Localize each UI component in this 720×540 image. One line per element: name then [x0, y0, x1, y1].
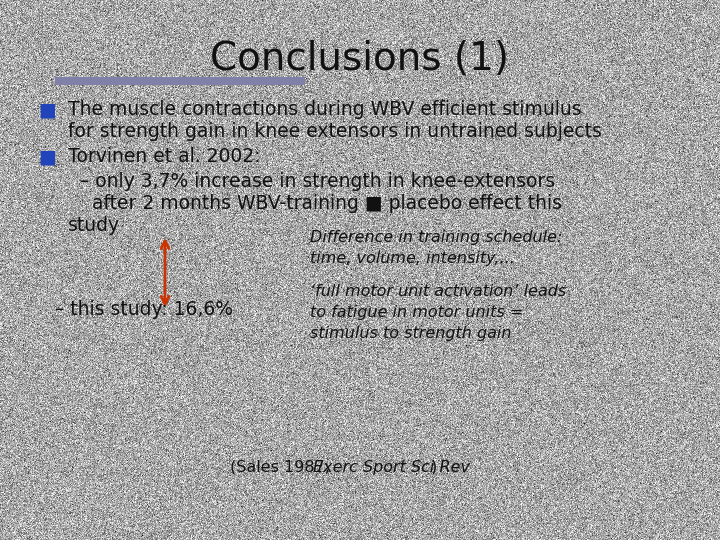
Text: (Sales 1987,: (Sales 1987, [230, 460, 335, 475]
Text: for strength gain in knee extensors in untrained subjects: for strength gain in knee extensors in u… [68, 122, 602, 141]
Text: after 2 months WBV-training ■ placebo effect this: after 2 months WBV-training ■ placebo ef… [68, 194, 562, 213]
Text: ■: ■ [38, 147, 55, 166]
Bar [55, 77, 305, 85]
Text: The muscle contractions during WBV efficient stimulus: The muscle contractions during WBV effic… [68, 100, 582, 119]
Text: – this study: 16,6%: – this study: 16,6% [55, 300, 233, 319]
Text: Difference in training schedule:
time, volume, intensity,...: Difference in training schedule: time, v… [310, 230, 562, 266]
Text: Exerc Sport Sci Rev: Exerc Sport Sci Rev [313, 460, 470, 475]
Text: study: study [68, 216, 120, 235]
Text: ‘full motor unit activation’ leads
to fatigue in motor units =
stimulus to stren: ‘full motor unit activation’ leads to fa… [310, 284, 566, 341]
Text: ): ) [431, 460, 437, 475]
Text: ■: ■ [38, 100, 55, 119]
Text: Torvinen et al. 2002:: Torvinen et al. 2002: [68, 147, 261, 166]
Text: Conclusions (1): Conclusions (1) [210, 40, 510, 78]
Text: – only 3,7% increase in strength in knee-extensors: – only 3,7% increase in strength in knee… [68, 172, 555, 191]
